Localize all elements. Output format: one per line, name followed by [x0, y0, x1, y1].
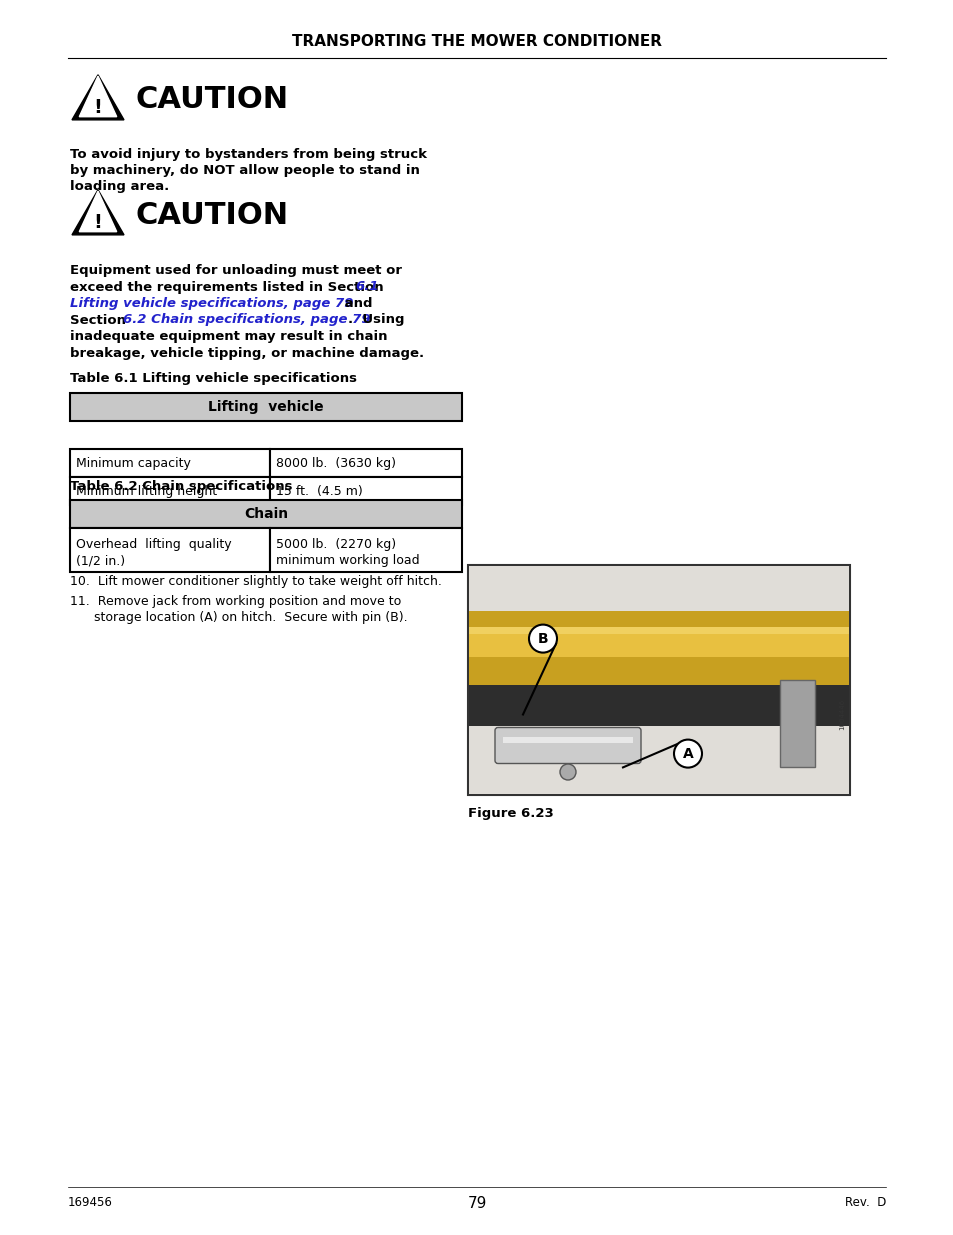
Polygon shape — [79, 77, 116, 117]
Text: storage location (A) on hitch.  Secure with pin (B).: storage location (A) on hitch. Secure wi… — [70, 611, 407, 624]
Text: Section: Section — [70, 314, 131, 326]
Circle shape — [673, 740, 701, 768]
Text: Lifting vehicle specifications, page 79: Lifting vehicle specifications, page 79 — [70, 296, 354, 310]
Text: TRANSPORTING THE MOWER CONDITIONER: TRANSPORTING THE MOWER CONDITIONER — [292, 35, 661, 49]
Text: 79: 79 — [467, 1195, 486, 1210]
Bar — [502, 736, 633, 742]
Text: and: and — [339, 296, 372, 310]
Bar — [469, 627, 848, 634]
Text: Table 6.2 Chain specifications: Table 6.2 Chain specifications — [70, 480, 293, 493]
Text: .  Using: . Using — [348, 314, 404, 326]
Text: 6.2 Chain specifications, page 79: 6.2 Chain specifications, page 79 — [123, 314, 370, 326]
Text: Minimum lifting height: Minimum lifting height — [76, 484, 217, 498]
Circle shape — [559, 764, 576, 781]
Text: Rev.  D: Rev. D — [843, 1197, 885, 1209]
Text: Table 6.1 Lifting vehicle specifications: Table 6.1 Lifting vehicle specifications — [70, 372, 356, 385]
Bar — [270, 529, 461, 572]
Bar — [270, 477, 461, 505]
Bar — [70, 393, 461, 421]
Text: 10.  Lift mower conditioner slightly to take weight off hitch.: 10. Lift mower conditioner slightly to t… — [70, 576, 441, 588]
Text: B: B — [537, 631, 548, 646]
Text: exceed the requirements listed in Section: exceed the requirements listed in Sectio… — [70, 280, 388, 294]
Text: 169456: 169456 — [68, 1197, 112, 1209]
Text: Figure 6.23: Figure 6.23 — [468, 806, 553, 820]
Text: breakage, vehicle tipping, or machine damage.: breakage, vehicle tipping, or machine da… — [70, 347, 424, 359]
Polygon shape — [71, 75, 124, 120]
Polygon shape — [79, 191, 116, 232]
FancyBboxPatch shape — [495, 727, 640, 763]
Bar — [780, 680, 814, 767]
Text: Lifting  vehicle: Lifting vehicle — [208, 400, 323, 414]
Circle shape — [529, 625, 557, 652]
Bar — [70, 477, 270, 505]
Text: CAUTION: CAUTION — [136, 200, 289, 230]
Bar — [469, 566, 848, 794]
Bar — [469, 657, 848, 684]
Text: by machinery, do NOT allow people to stand in: by machinery, do NOT allow people to sta… — [70, 164, 419, 177]
Text: Overhead  lifting  quality: Overhead lifting quality — [76, 538, 232, 551]
Text: CAUTION: CAUTION — [136, 85, 289, 115]
Text: 8000 lb.  (3630 kg): 8000 lb. (3630 kg) — [275, 457, 395, 469]
Text: 1004446: 1004446 — [838, 699, 844, 730]
Text: !: ! — [93, 98, 102, 117]
Text: 11.  Remove jack from working position and move to: 11. Remove jack from working position an… — [70, 595, 401, 608]
Text: A: A — [682, 747, 693, 761]
Bar — [469, 631, 848, 657]
Text: loading area.: loading area. — [70, 180, 169, 193]
Bar — [469, 611, 848, 634]
Text: Minimum capacity: Minimum capacity — [76, 457, 191, 469]
Text: 5000 lb.  (2270 kg): 5000 lb. (2270 kg) — [275, 538, 395, 551]
Text: Equipment used for unloading must meet or: Equipment used for unloading must meet o… — [70, 264, 401, 277]
Bar — [70, 529, 270, 572]
Text: inadequate equipment may result in chain: inadequate equipment may result in chain — [70, 330, 387, 343]
Text: Chain: Chain — [244, 508, 288, 521]
Bar — [270, 450, 461, 477]
Text: (1/2 in.): (1/2 in.) — [76, 555, 125, 567]
Bar — [70, 500, 461, 529]
Text: 6.1: 6.1 — [355, 280, 378, 294]
Bar — [70, 450, 270, 477]
Polygon shape — [71, 190, 124, 235]
Text: !: ! — [93, 212, 102, 232]
Bar — [469, 622, 848, 726]
Text: To avoid injury to bystanders from being struck: To avoid injury to bystanders from being… — [70, 148, 427, 161]
Bar — [468, 564, 849, 795]
Text: minimum working load: minimum working load — [275, 555, 419, 567]
Text: 15 ft.  (4.5 m): 15 ft. (4.5 m) — [275, 484, 362, 498]
